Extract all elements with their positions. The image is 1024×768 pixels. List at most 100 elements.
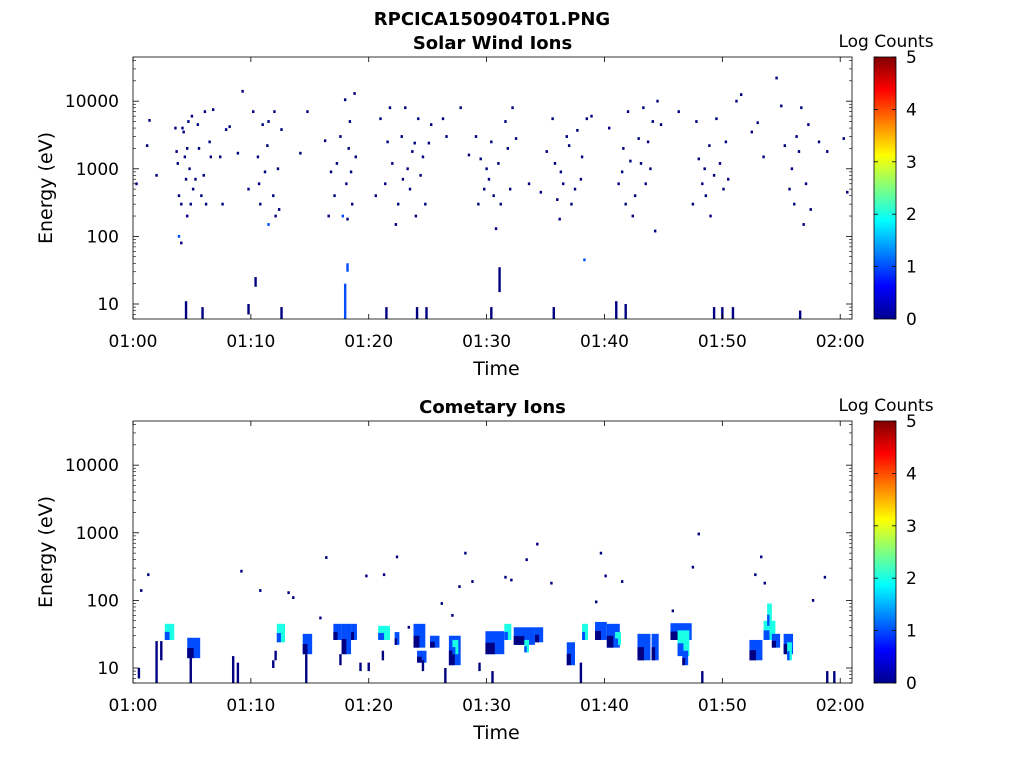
data-patch-core	[351, 631, 355, 640]
data-point	[421, 155, 425, 159]
data-point	[197, 147, 201, 150]
data-point	[846, 190, 849, 194]
data-point	[649, 167, 652, 171]
data-point	[190, 114, 194, 118]
data-point	[590, 114, 593, 118]
data-patch	[651, 633, 659, 661]
data-point	[599, 551, 603, 555]
data-patch-core	[566, 653, 571, 666]
data-point	[780, 104, 783, 108]
data-point	[394, 223, 398, 226]
data-point	[135, 182, 138, 186]
data-point	[259, 589, 262, 592]
data-point	[617, 182, 620, 186]
data-point	[189, 202, 192, 206]
data-point	[346, 217, 349, 221]
data-point	[287, 591, 290, 595]
data-patch	[413, 623, 426, 648]
data-point	[823, 575, 827, 579]
colorbar-tick-label: 4	[906, 100, 917, 120]
data-marks	[137, 532, 836, 683]
data-point	[401, 177, 405, 181]
data-point	[339, 135, 342, 138]
data-patch-core	[582, 631, 586, 640]
data-point	[224, 128, 228, 131]
data-point	[570, 202, 573, 206]
data-point	[790, 167, 794, 171]
data-patch	[524, 639, 530, 653]
x-tick-label: 02:00	[816, 332, 865, 352]
data-streak	[615, 301, 618, 319]
data-point	[697, 532, 700, 536]
data-patch-core	[763, 630, 770, 640]
data-streak	[189, 654, 192, 683]
data-patch-core	[452, 647, 456, 655]
y-tick-label: 100	[87, 591, 119, 611]
data-point	[299, 151, 302, 155]
data-point	[464, 551, 467, 555]
data-point	[740, 93, 743, 97]
x-axis-label: Time	[472, 722, 520, 744]
data-patch-core	[677, 643, 684, 657]
data-streak	[491, 671, 494, 683]
data-streak	[160, 641, 163, 661]
data-streak	[381, 650, 385, 661]
data-point	[182, 130, 185, 134]
data-point	[551, 117, 554, 121]
data-point	[804, 182, 808, 186]
data-point	[709, 214, 712, 218]
data-point	[653, 229, 657, 233]
data-point	[388, 106, 392, 110]
solar-wind-panel: Solar Wind Ions 01:00 01:10 01:20 01:30 01:40…	[35, 32, 934, 380]
x-tick-label: 01:00	[109, 696, 158, 716]
data-point	[722, 187, 725, 191]
data-point	[695, 120, 698, 123]
data-streak	[579, 662, 583, 683]
data-point	[510, 578, 513, 582]
data-point	[379, 117, 382, 121]
data-point	[267, 120, 270, 123]
plot-frame	[132, 420, 853, 684]
data-point	[209, 155, 212, 159]
data-point	[349, 170, 353, 174]
data-point	[573, 187, 577, 191]
data-point	[196, 123, 200, 127]
data-streak	[798, 310, 802, 319]
data-point	[407, 625, 411, 629]
data-point	[343, 98, 347, 102]
data-point	[345, 182, 348, 186]
x-tick-label: 01:10	[226, 332, 275, 352]
data-streak	[826, 671, 829, 683]
data-patch-core	[682, 657, 686, 666]
data-point	[556, 198, 559, 202]
data-point	[391, 162, 394, 165]
x-tick-label: 01:20	[344, 332, 393, 352]
data-point	[620, 170, 624, 174]
data-streak	[731, 307, 735, 319]
data-point	[256, 155, 260, 159]
data-patch-core	[651, 647, 656, 661]
data-patch-core	[430, 641, 435, 648]
data-point	[175, 150, 178, 153]
data-patch-core	[749, 650, 756, 661]
data-point	[280, 128, 283, 131]
data-point	[703, 167, 706, 171]
data-streak	[254, 277, 257, 287]
data-point	[539, 190, 543, 194]
data-point	[800, 106, 803, 110]
data-point	[807, 123, 810, 127]
data-point	[272, 194, 275, 198]
data-point	[715, 117, 718, 121]
data-point	[565, 135, 568, 138]
data-patch	[771, 633, 781, 648]
data-point	[323, 139, 327, 143]
data-point	[411, 150, 414, 153]
data-point	[348, 120, 352, 123]
data-streak	[343, 283, 347, 319]
data-patch-core	[187, 647, 194, 659]
data-point	[404, 106, 407, 110]
y-axis-label: Energy (eV)	[35, 496, 57, 608]
data-point	[506, 147, 510, 150]
data-point	[585, 117, 588, 121]
